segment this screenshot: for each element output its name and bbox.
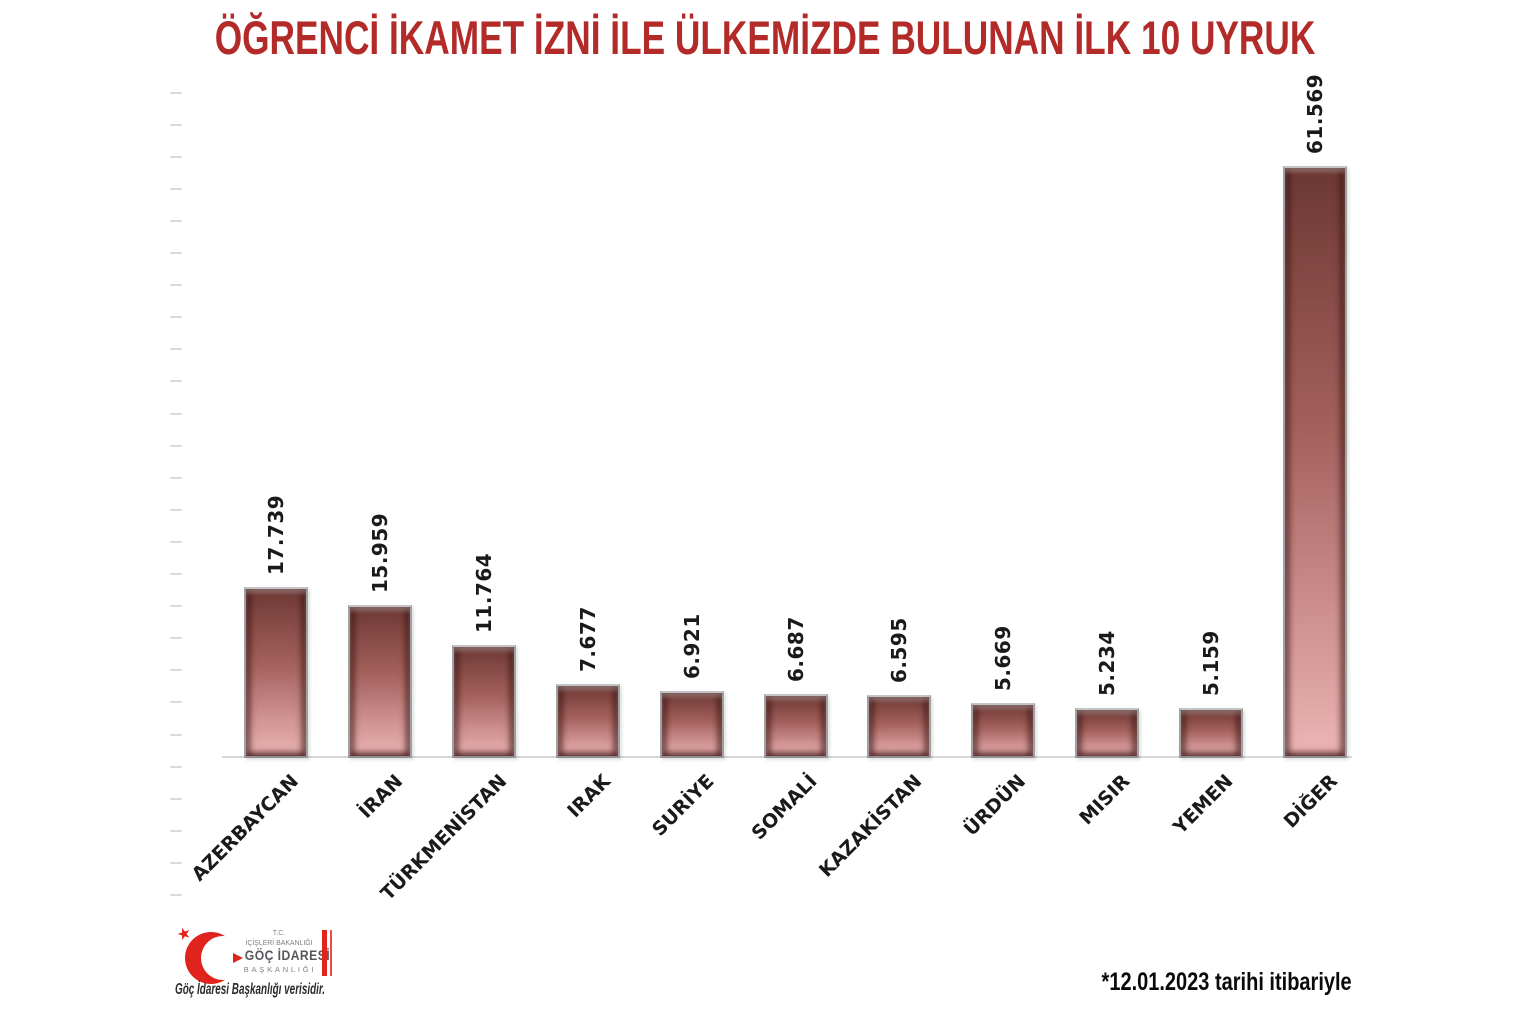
logo-line-goc-idaresi: GÖÇ İDARESİ: [244, 948, 331, 963]
y-axis-tick: [170, 445, 182, 447]
y-axis-tick: [170, 734, 182, 736]
bar-ürdün: [971, 703, 1035, 758]
value-label: 5.669: [991, 625, 1015, 691]
bar-kazaki̇stan: [867, 695, 931, 758]
y-axis-tick: [170, 605, 182, 607]
y-axis-tick: [170, 316, 182, 318]
category-label: KAZAKİSTAN: [814, 770, 926, 882]
bar-misir: [1075, 708, 1139, 758]
y-axis-tick: [170, 220, 182, 222]
y-axis-tick: [170, 862, 182, 864]
value-label: 17.739: [264, 494, 288, 575]
value-label: 7.677: [576, 606, 600, 672]
logo-line-baskanligi: BAŞKANLIĞI: [243, 965, 317, 974]
y-axis-tick: [170, 637, 182, 639]
logo-red-bar-thick: [322, 930, 327, 976]
y-axis-tick: [170, 252, 182, 254]
bar-i̇ran: [348, 605, 412, 758]
bar-yemen: [1179, 708, 1243, 758]
bar-suri̇ye: [660, 691, 724, 758]
y-axis-tick: [170, 766, 182, 768]
logo-line-tc: T.C.: [272, 930, 286, 937]
category-label: IRAK: [563, 770, 615, 823]
y-axis-tick: [170, 477, 182, 479]
category-label: YEMEN: [1169, 770, 1238, 839]
category-label: ÜRDÜN: [959, 770, 1030, 841]
y-axis-tick: [170, 348, 182, 350]
bar-somali̇: [764, 694, 828, 758]
y-axis-tick: [170, 701, 182, 703]
bar-irak: [556, 684, 620, 758]
y-axis-tick: [170, 573, 182, 575]
agency-name-block: T.C. İÇİŞLERİ BAKANLIĞI GÖÇ İDARESİ BAŞK…: [241, 929, 331, 975]
value-label: 5.234: [1095, 630, 1119, 696]
y-axis-tick: [170, 156, 182, 158]
y-axis-tick: [170, 380, 182, 382]
y-axis-tick: [170, 798, 182, 800]
y-axis-tick: [170, 669, 182, 671]
logo-line-ministry: İÇİŞLERİ BAKANLIĞI: [245, 938, 313, 947]
value-label: 11.764: [472, 552, 496, 633]
value-label: 5.159: [1199, 630, 1223, 696]
bird-beak-icon: [233, 953, 243, 963]
value-label: 61.569: [1303, 73, 1327, 154]
bar-türkmeni̇stan: [452, 645, 516, 758]
category-label: SURİYE: [648, 770, 719, 841]
source-note: Göç İdaresi Başkanlığı verisidir.: [175, 981, 325, 998]
bar-azerbaycan: [244, 587, 308, 758]
value-label: 15.959: [368, 512, 392, 593]
category-label: AZERBAYCAN: [187, 770, 303, 886]
y-axis-tick: [170, 188, 182, 190]
value-label: 6.687: [784, 616, 808, 682]
date-note: *12.01.2023 tarihi itibariyle: [1101, 968, 1352, 996]
chart-title: ÖĞRENCİ İKAMET İZNİ İLE ÜLKEMİZDE BULUNA…: [214, 11, 1316, 64]
bar-di̇ğer: [1283, 166, 1347, 758]
value-label: 6.595: [887, 617, 911, 683]
y-axis-tick: [170, 894, 182, 896]
value-label: 6.921: [680, 613, 704, 679]
agency-logo: ★ T.C. İÇİŞLERİ BAKANLIĞI GÖÇ İDARESİ BA…: [174, 922, 345, 1006]
y-axis-tick: [170, 284, 182, 286]
y-axis-tick: [170, 830, 182, 832]
logo-red-bar-thin: [330, 930, 332, 976]
category-label: İRAN: [354, 770, 407, 823]
y-axis-tick: [170, 541, 182, 543]
category-label: DİĞER: [1279, 770, 1342, 833]
y-axis-tick: [170, 124, 182, 126]
y-axis-tick: [170, 92, 182, 94]
category-label: SOMALİ: [747, 770, 822, 845]
y-axis-tick: [170, 413, 182, 415]
category-label: MISIR: [1074, 770, 1134, 830]
y-axis-tick: [170, 509, 182, 511]
